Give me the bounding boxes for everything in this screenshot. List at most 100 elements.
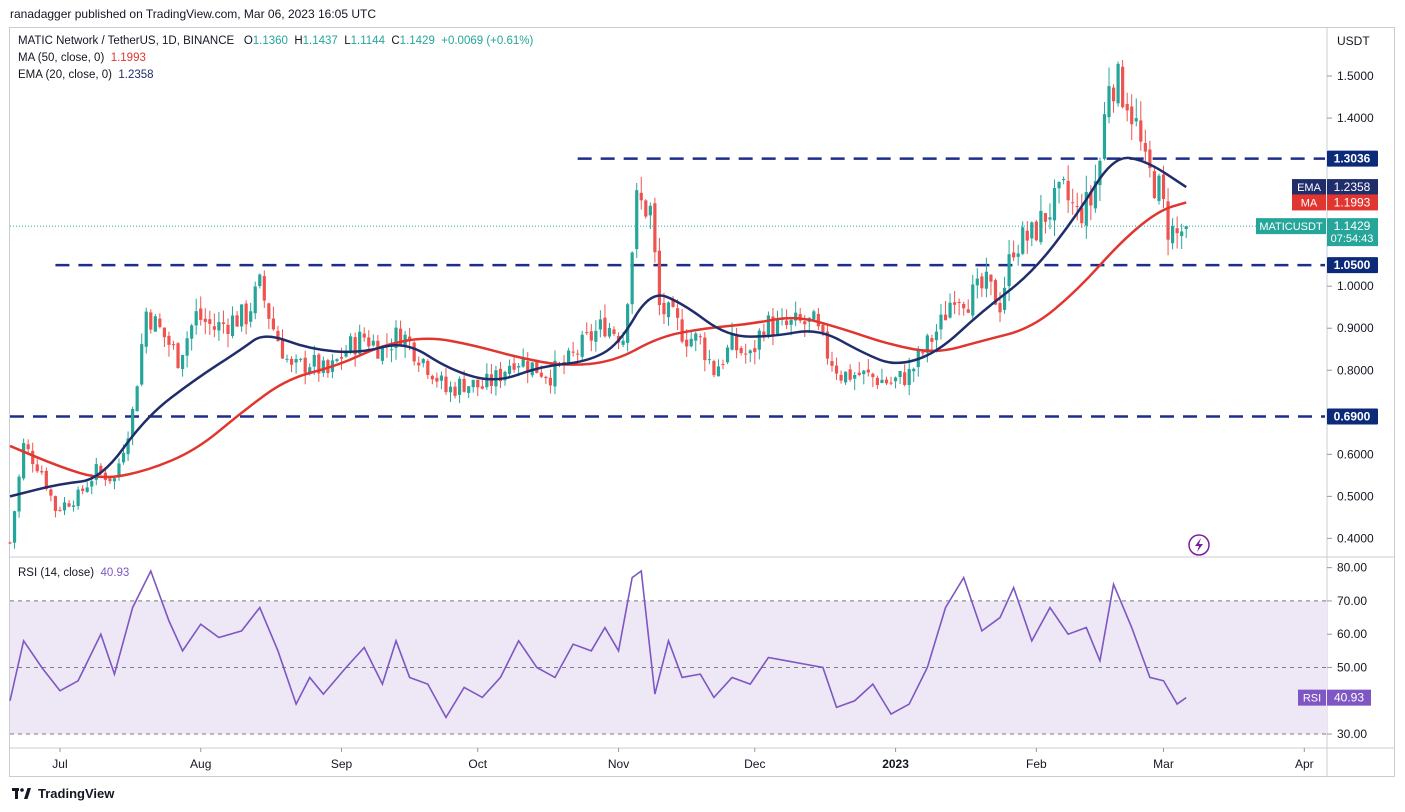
candle-body — [353, 337, 357, 355]
candle-body — [975, 278, 979, 286]
candle-body — [444, 376, 448, 393]
candle-body — [794, 312, 798, 321]
time-tick-label: Sep — [331, 757, 353, 771]
rsi-tick-label: 70.00 — [1337, 594, 1367, 608]
candle-body — [40, 471, 44, 473]
candle-body — [953, 302, 957, 305]
candle-body — [199, 308, 203, 320]
candle-body — [1166, 201, 1170, 240]
tradingview-brand: TradingView — [38, 786, 115, 801]
candle-body — [930, 338, 934, 342]
candle-body — [553, 360, 557, 387]
ma50-line — [9, 201, 1187, 479]
candle-body — [126, 438, 130, 455]
candle-body — [153, 316, 157, 332]
candle-body — [921, 352, 925, 354]
candle-body — [639, 192, 643, 201]
candle-body — [1148, 149, 1152, 169]
rsi-tick-label: 30.00 — [1337, 727, 1367, 741]
candle-body — [848, 369, 852, 380]
candle-body — [349, 336, 353, 352]
candle-body — [662, 302, 666, 315]
candle-body — [730, 333, 734, 350]
candle-body — [744, 353, 748, 355]
candle-body — [144, 311, 148, 347]
candle-body — [12, 511, 17, 543]
ema-value-tag — [1327, 179, 1378, 196]
candle-body — [217, 322, 221, 331]
candle-body — [880, 379, 884, 384]
candle-body — [712, 361, 716, 376]
candle-body — [1152, 171, 1157, 199]
symbol-price-tag — [1327, 218, 1378, 247]
candle-body — [612, 329, 616, 335]
ema-name-label: EMA — [1297, 182, 1322, 194]
candle-body — [539, 372, 543, 377]
candle-body — [498, 368, 503, 382]
candle-body — [535, 359, 539, 374]
candle-body — [757, 330, 761, 350]
candle-body — [594, 330, 598, 342]
level-price-label: 1.3036 — [1334, 152, 1371, 166]
candle-body — [925, 335, 929, 353]
candle-body — [1021, 227, 1025, 254]
candle-body — [230, 315, 235, 336]
candle-body — [875, 377, 880, 386]
candle-body — [766, 315, 771, 337]
candle-body — [67, 503, 71, 507]
candle-body — [1184, 226, 1188, 230]
candle-body — [1066, 180, 1070, 201]
tradingview-footer[interactable]: TradingView — [12, 786, 114, 801]
candle-body — [367, 337, 371, 347]
symbol-legend: MATIC Network / TetherUS, 1D, BINANCE O1… — [18, 35, 533, 47]
candle-body — [135, 386, 139, 412]
rsi-value-label: 40.93 — [1334, 691, 1364, 705]
candle-body — [462, 378, 466, 392]
time-tick-label: Feb — [1026, 757, 1047, 771]
candle-body — [689, 338, 693, 347]
candle-body — [221, 322, 226, 324]
candle-body — [398, 328, 403, 346]
ohlc-open-label: O — [243, 35, 253, 47]
candle-body — [607, 327, 612, 337]
time-tick-label: Nov — [608, 757, 629, 771]
ohlc-high: 1.1437 — [302, 35, 338, 47]
candle-body — [280, 339, 285, 359]
candle-body — [44, 470, 48, 489]
candle-body — [1025, 230, 1029, 241]
candle-body — [453, 386, 457, 396]
candle-body — [271, 318, 275, 330]
candle-body — [784, 320, 789, 326]
candle-body — [49, 489, 53, 496]
price-tick-label: 1.5000 — [1337, 69, 1374, 83]
candle-body — [22, 443, 26, 479]
price-tick-label: 0.6000 — [1337, 447, 1374, 461]
symbol-price-label: 1.1429 — [1334, 219, 1371, 233]
candle-body — [825, 331, 830, 359]
candle-body — [303, 357, 307, 373]
candle-body — [285, 358, 289, 360]
candle-body — [262, 276, 266, 301]
time-tick-label: Aug — [190, 757, 211, 771]
candle-body — [526, 361, 530, 373]
ohlc-close-label: C — [391, 35, 400, 47]
candle-body — [339, 356, 344, 359]
candle-body — [1012, 252, 1016, 258]
candle-body — [721, 364, 725, 366]
candle-body — [853, 375, 857, 379]
candle-body — [312, 354, 316, 367]
candle-body — [775, 319, 780, 335]
candle-body — [626, 304, 630, 343]
symbol-name-tag — [1256, 218, 1326, 235]
time-tick-label: Mar — [1153, 757, 1174, 771]
candle-body — [966, 309, 970, 313]
price-tick-label: 0.5000 — [1337, 489, 1374, 503]
candle-body — [421, 359, 425, 364]
candle-body — [171, 344, 176, 346]
candle-body — [480, 386, 484, 389]
candle-body — [253, 286, 257, 314]
candle-body — [771, 316, 775, 336]
candle-body — [889, 382, 893, 384]
candle-body — [621, 340, 625, 345]
